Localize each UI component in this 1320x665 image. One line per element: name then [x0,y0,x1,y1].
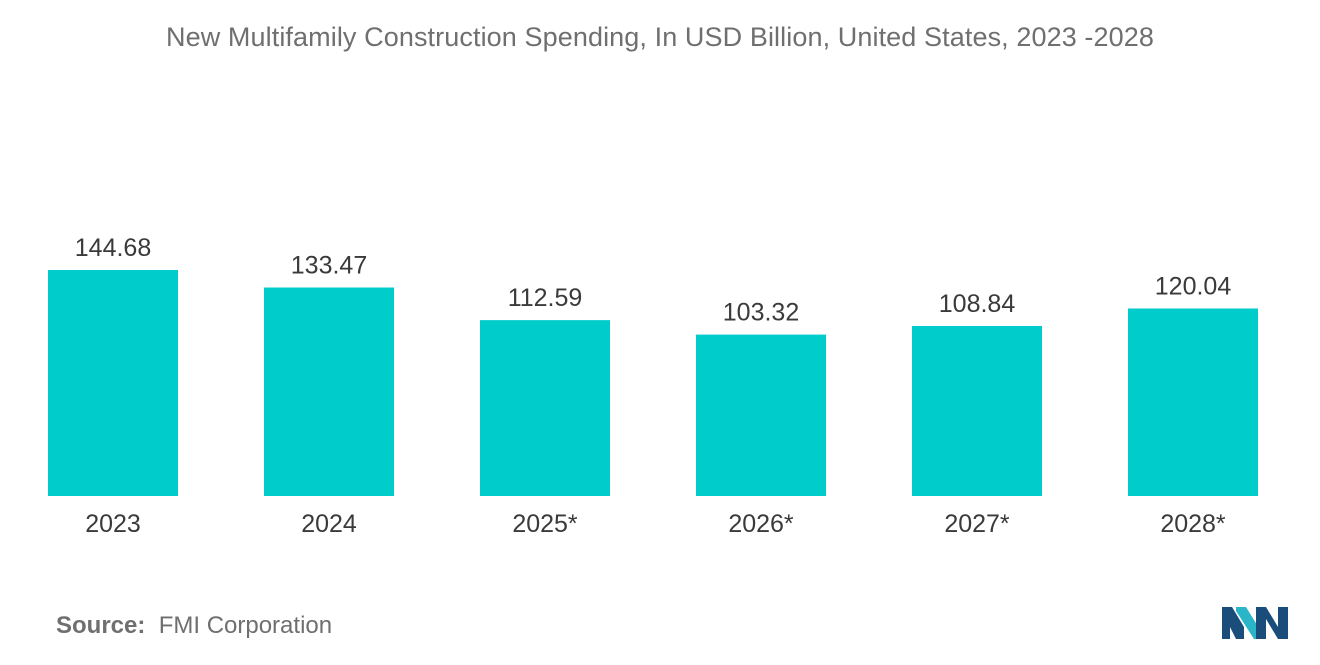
category-label: 2024 [301,510,357,538]
bar-chart: 144.68 2023 133.47 2024 112.59 2025* 103.32 202… [48,234,1258,538]
category-label: 2028* [1160,510,1226,538]
bar-2028 [1128,308,1258,496]
logo-shape-mid [1236,607,1262,639]
category-label: 2025* [512,510,578,538]
bars-group: 144.68 2023 133.47 2024 112.59 2025* 103.32 202… [48,234,1258,538]
logo-shape-left [1222,607,1244,639]
source-text: FMI Corporation [158,612,333,639]
bar-2026 [696,334,826,496]
value-label: 120.04 [1155,272,1232,300]
value-label: 103.32 [723,299,799,327]
category-label: 2027* [944,510,1010,538]
value-label: 144.68 [75,234,151,262]
source-label: Source: [56,612,146,639]
mordor-logo-icon [1222,607,1288,639]
bar-2025 [480,320,610,496]
value-label: 112.59 [508,284,583,312]
value-label: 108.84 [939,290,1016,318]
bar-2027 [912,325,1042,496]
bar-2024 [264,287,394,496]
source-note: Source: FMI Corporation [56,612,332,640]
category-label: 2026* [728,510,794,538]
bar-2023 [48,270,178,496]
logo-shape-right [1256,607,1288,639]
category-label: 2023 [85,510,141,538]
chart-title: New Multifamily Construction Spending, I… [166,22,1154,52]
value-label: 133.47 [291,252,367,280]
